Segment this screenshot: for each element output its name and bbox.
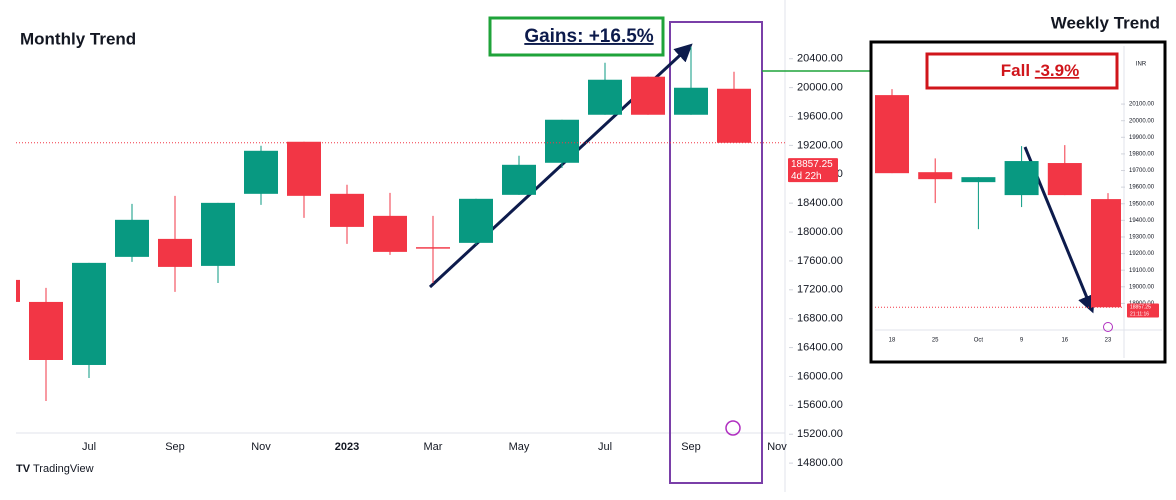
- y-tick-label: 19100.00: [1129, 268, 1155, 274]
- y-tick-label: 19600.00: [797, 110, 843, 122]
- x-tick-label: Oct: [974, 338, 984, 344]
- candle-body: [330, 193, 364, 227]
- y-tick-label: 19500.00: [1129, 201, 1155, 207]
- candle-body: [1004, 161, 1039, 196]
- candle-body: [16, 279, 20, 302]
- candle-body: [1091, 199, 1121, 308]
- x-tick-label: 25: [932, 338, 939, 344]
- fall-annotation: Fall -3.9%: [1001, 61, 1079, 80]
- candle-body: [158, 238, 192, 267]
- candle-body: [961, 177, 996, 183]
- y-tick-label: 19300.00: [1129, 235, 1155, 241]
- highlight-box: [669, 21, 763, 484]
- candle-body: [545, 119, 579, 163]
- candle-body: [115, 219, 149, 257]
- y-tick-label: 19800.00: [1129, 151, 1155, 157]
- gains-annotation: Gains: +16.5%: [524, 26, 653, 47]
- candle-body: [1047, 163, 1082, 196]
- countdown-label: 21:11:16: [1130, 311, 1149, 317]
- candle-body: [875, 95, 909, 174]
- y-tick-label: 18400.00: [797, 197, 843, 209]
- x-tick-label: May: [509, 441, 530, 453]
- x-tick-label: Jul: [82, 441, 96, 453]
- candle-body: [373, 215, 407, 252]
- y-tick-label: 19400.00: [1129, 218, 1155, 224]
- y-tick-label: 16000.00: [797, 370, 843, 382]
- fall-box: [925, 52, 1119, 90]
- y-tick-label: 20000.00: [797, 82, 843, 94]
- candle-body: [717, 88, 751, 143]
- price-badge: [788, 158, 838, 183]
- candle-body: [674, 87, 708, 115]
- candle-body: [244, 150, 278, 194]
- y-tick-label: 20400.00: [797, 53, 843, 65]
- watermark-logo: TV: [16, 463, 31, 475]
- y-tick-label: 17200.00: [797, 284, 843, 296]
- price-badge: [1127, 303, 1159, 318]
- y-tick-label: 17600.00: [797, 255, 843, 267]
- candle-body: [459, 198, 493, 243]
- x-tick-label: Mar: [424, 441, 443, 453]
- chart-title: Weekly Trend: [1051, 13, 1160, 32]
- x-tick-label: 9: [1020, 338, 1024, 344]
- candle-body: [502, 164, 536, 195]
- candle-body: [588, 79, 622, 115]
- candles: [875, 89, 1121, 308]
- x-tick-label: 23: [1105, 338, 1112, 344]
- x-tick-label: 18: [889, 338, 896, 344]
- fall-label: Fall: [1001, 61, 1030, 80]
- y-tick-label: 19200.00: [1129, 251, 1155, 257]
- x-tick-label: Nov: [767, 441, 787, 453]
- y-tick-label: 16400.00: [797, 341, 843, 353]
- x-tick-label: Sep: [165, 441, 185, 453]
- event-icon: [725, 420, 741, 436]
- x-tick-label: Sep: [681, 441, 701, 453]
- y-tick-label: 15600.00: [797, 399, 843, 411]
- candle-body: [631, 76, 665, 115]
- countdown-label: 4d 22h: [791, 171, 822, 182]
- y-tick-label: 15200.00: [797, 428, 843, 440]
- candle-body: [287, 141, 321, 196]
- x-tick-label: Nov: [251, 441, 271, 453]
- price-label: 18857.25: [791, 159, 833, 170]
- candle-body: [416, 247, 450, 249]
- candles: [16, 46, 751, 402]
- y-tick-label: 14800.00: [797, 457, 843, 469]
- chart-title: Monthly Trend: [20, 29, 136, 48]
- x-tick-label: 16: [1061, 338, 1068, 344]
- y-tick-label: 19700.00: [1129, 168, 1155, 174]
- y-tick-label: 20000.00: [1129, 118, 1155, 124]
- candle-body: [201, 202, 235, 266]
- watermark: TradingView: [33, 463, 94, 475]
- y-tick-label: 19000.00: [1129, 284, 1155, 290]
- y-tick-label: 19200.00: [797, 139, 843, 151]
- candle-body: [72, 262, 106, 365]
- y-tick-label: 18000.00: [797, 226, 843, 238]
- candle-body: [918, 172, 953, 180]
- y-tick-label: 20100.00: [1129, 102, 1155, 108]
- gains-box: [488, 16, 665, 57]
- y-tick-label: 16800.00: [797, 313, 843, 325]
- x-tick-label: Jul: [598, 441, 612, 453]
- x-tick-label: 2023: [335, 441, 359, 453]
- candle-body: [29, 301, 63, 360]
- y-tick-label: 19900.00: [1129, 135, 1155, 141]
- price-label: 18857.25: [1130, 304, 1151, 310]
- y-tick-label: 19600.00: [1129, 185, 1155, 191]
- fall-value: -3.9%: [1035, 61, 1079, 80]
- currency-label: INR: [1136, 62, 1147, 68]
- event-icon: [1103, 322, 1113, 332]
